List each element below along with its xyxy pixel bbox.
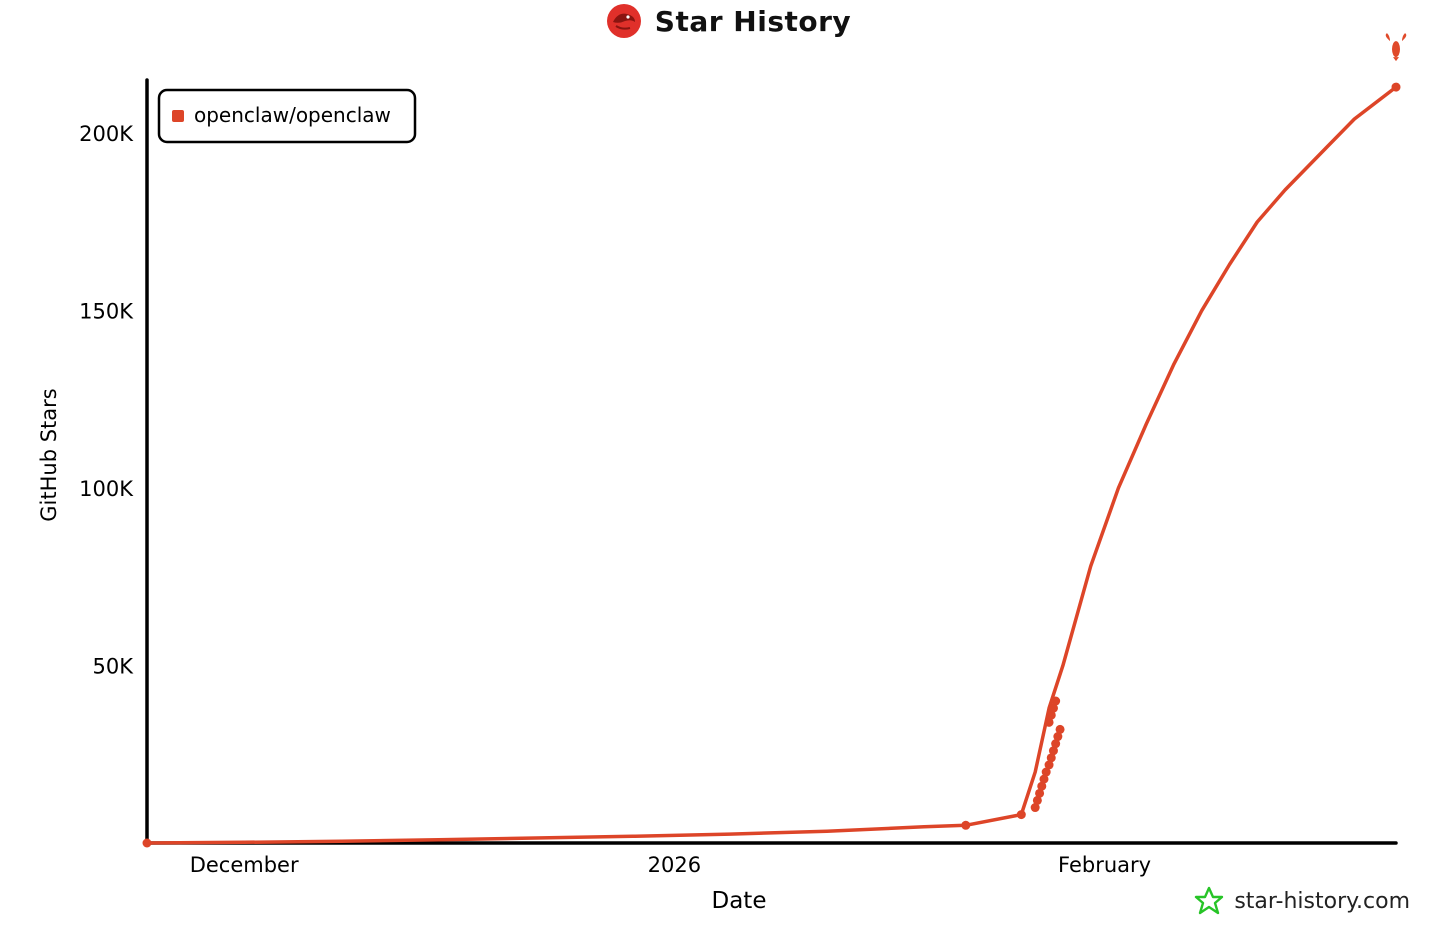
data-point: [1055, 724, 1065, 734]
legend-box: [157, 88, 417, 144]
series-layer: [142, 33, 1407, 848]
chart-title: Star History: [654, 4, 852, 38]
data-point: [142, 838, 152, 848]
chart-ticks: 50K 100K 150K 200K December 2026 February: [79, 122, 1151, 877]
legend: openclaw/openclaw: [157, 88, 417, 144]
data-point: [1039, 774, 1049, 784]
x-tick-label: December: [190, 853, 299, 877]
data-point: [1032, 795, 1042, 805]
data-point: [1051, 696, 1061, 706]
data-point: [1037, 781, 1047, 791]
data-point: [1053, 732, 1063, 742]
x-axis-label: Date: [712, 888, 767, 914]
data-point: [1046, 753, 1056, 763]
data-point: [1044, 760, 1054, 770]
data-point: [1035, 788, 1045, 798]
lobster-tail: [1393, 57, 1399, 62]
brand-link[interactable]: star-history.com: [1194, 886, 1410, 916]
legend-swatch: [172, 110, 184, 122]
x-tick-label: February: [1058, 853, 1151, 877]
star-logo-icon: [1195, 886, 1224, 915]
lobster-claw-left: [1385, 33, 1390, 42]
y-tick-label: 200K: [79, 122, 134, 146]
data-point: [1030, 803, 1040, 813]
chart-title-row: Star History: [0, 2, 1456, 44]
series-line: [145, 85, 1398, 845]
data-point: [1051, 739, 1061, 749]
data-point: [1044, 717, 1054, 727]
chart-axes: [145, 78, 1398, 847]
y-tick-label: 50K: [93, 655, 135, 679]
lobster-body: [1392, 41, 1400, 58]
y-axis-label: GitHub Stars: [37, 388, 61, 521]
openclaw-logo-icon: [606, 4, 641, 38]
data-point: [1048, 746, 1058, 756]
data-point: [961, 820, 971, 830]
brand-text: star-history.com: [1234, 888, 1410, 914]
data-point: [1391, 82, 1401, 92]
y-tick-label: 150K: [79, 300, 134, 324]
data-point: [1046, 710, 1056, 720]
lobster-claw-right: [1402, 33, 1407, 42]
legend-entry: openclaw/openclaw: [194, 103, 391, 127]
x-tick-label: 2026: [648, 853, 701, 877]
data-point: [1048, 703, 1058, 713]
data-point: [1016, 810, 1026, 820]
lobster-icon: [1385, 33, 1407, 62]
y-tick-label: 100K: [79, 477, 134, 501]
data-point: [1041, 767, 1051, 777]
